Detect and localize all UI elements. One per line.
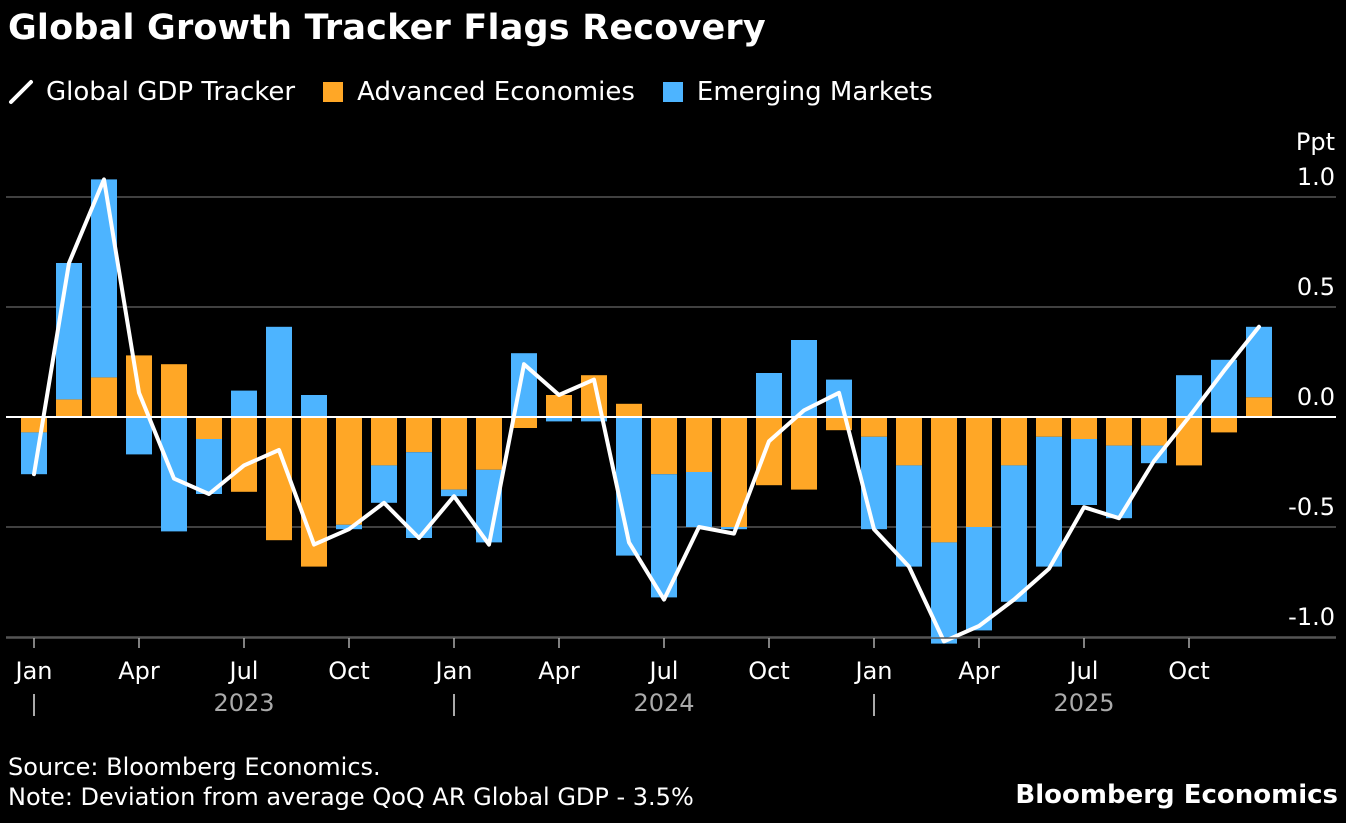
bar-emerging-markets	[1001, 465, 1027, 602]
year-label: 2024	[633, 689, 694, 717]
x-axis: Jan Apr Jul Oct Jan Apr Jul Oct Jan Apr Jul Oct 2023…	[6, 637, 1336, 717]
bar-emerging-markets	[406, 452, 432, 538]
bar-advanced-economies	[931, 417, 957, 543]
x-tick-label: Apr	[958, 657, 1000, 685]
bar-emerging-markets	[581, 417, 607, 422]
bar-emerging-markets	[931, 542, 957, 644]
bar-advanced-economies	[1246, 397, 1272, 417]
bar-emerging-markets	[966, 527, 992, 631]
bar-advanced-economies	[371, 417, 397, 466]
bar-emerging-markets	[231, 390, 257, 417]
bar-emerging-markets	[266, 326, 292, 417]
bar-advanced-economies	[441, 417, 467, 490]
bar-emerging-markets	[126, 417, 152, 455]
x-tick-label: Apr	[118, 657, 160, 685]
bar-emerging-markets	[1106, 445, 1132, 519]
bar-advanced-economies	[966, 417, 992, 527]
x-tick-label: Oct	[1168, 657, 1210, 685]
x-tick-label: Oct	[748, 657, 790, 685]
line-swatch-icon	[9, 80, 33, 104]
brand-logo-text: Bloomberg Economics	[1015, 780, 1338, 810]
bar-advanced-economies	[336, 417, 362, 525]
bar-emerging-markets	[546, 417, 572, 422]
bar-emerging-markets	[1036, 436, 1062, 567]
bar-advanced-economies	[1036, 417, 1062, 437]
bar-advanced-economies	[546, 395, 572, 417]
y-tick-label: -0.5	[1288, 493, 1335, 521]
bar-advanced-economies	[1141, 417, 1167, 446]
bar-advanced-economies	[511, 417, 537, 428]
chart-title: Global Growth Tracker Flags Recovery	[8, 8, 766, 48]
legend: Global GDP Tracker Advanced Economies Em…	[8, 74, 961, 110]
x-tick-label: Jul	[648, 657, 679, 685]
x-tick-label: Jan	[434, 657, 473, 685]
legend-label-global-gdp-tracker: Global GDP Tracker	[46, 77, 296, 107]
bar-advanced-economies	[56, 399, 82, 417]
y-tick-label: 0.5	[1297, 273, 1335, 301]
x-tick-label: Jul	[228, 657, 259, 685]
y-tick-label: 1.0	[1297, 163, 1335, 191]
bar-advanced-economies	[196, 417, 222, 439]
bar-advanced-economies	[1106, 417, 1132, 446]
x-tick-label: Jan	[854, 657, 893, 685]
y-axis-unit-label: Ppt	[1296, 128, 1335, 156]
x-tick-label: Oct	[328, 657, 370, 685]
bar-emerging-markets	[686, 472, 712, 527]
bar-advanced-economies	[1176, 417, 1202, 466]
blue-swatch-icon	[662, 82, 683, 102]
bar-emerging-markets	[896, 465, 922, 567]
year-label: 2023	[213, 689, 274, 717]
bar-advanced-economies	[896, 417, 922, 466]
bar-emerging-markets	[616, 417, 642, 556]
bar-advanced-economies	[616, 403, 642, 417]
bar-emerging-markets	[651, 474, 677, 598]
bar-advanced-economies	[231, 417, 257, 492]
bar-emerging-markets	[301, 395, 327, 417]
x-tick-label: Apr	[538, 657, 580, 685]
bar-emerging-markets	[861, 436, 887, 530]
line-global-gdp-tracker	[32, 177, 1261, 644]
bar-advanced-economies	[686, 417, 712, 472]
legend-item-emerging-markets: Emerging Markets	[662, 77, 933, 107]
bar-advanced-economies	[91, 377, 117, 417]
legend-label-emerging-markets: Emerging Markets	[696, 77, 933, 107]
bar-emerging-markets	[371, 465, 397, 503]
bar-advanced-economies	[861, 417, 887, 437]
bar-advanced-economies	[651, 417, 677, 475]
bar-advanced-economies	[756, 417, 782, 486]
source-note: Source: Bloomberg Economics.	[8, 753, 381, 781]
bar-emerging-markets	[441, 489, 467, 497]
footnote: Note: Deviation from average QoQ AR Glob…	[8, 783, 694, 811]
bar-advanced-economies	[406, 417, 432, 453]
bar-emerging-markets	[756, 373, 782, 417]
bar-advanced-economies	[161, 364, 187, 417]
legend-item-advanced-economies: Advanced Economies	[323, 77, 635, 107]
legend-item-global-gdp-tracker: Global GDP Tracker	[8, 77, 295, 107]
bar-emerging-markets	[1176, 375, 1202, 417]
bar-advanced-economies	[791, 417, 817, 490]
bar-advanced-economies	[476, 417, 502, 470]
tracker-line	[32, 177, 1261, 644]
x-tick-label: Jan	[14, 657, 53, 685]
bar-emerging-markets	[91, 179, 117, 378]
x-tick-label: Jul	[1068, 657, 1099, 685]
bar-advanced-economies	[1001, 417, 1027, 466]
year-label: 2025	[1053, 689, 1114, 717]
y-tick-label: -1.0	[1288, 603, 1335, 631]
y-axis: 1.0 0.5 0.0 -0.5 -1.0 Ppt	[1288, 128, 1335, 631]
bar-advanced-economies	[1071, 417, 1097, 439]
bars	[21, 179, 1272, 644]
orange-swatch-icon	[323, 82, 344, 102]
bar-advanced-economies	[1211, 417, 1237, 433]
legend-label-advanced-economies: Advanced Economies	[357, 77, 635, 107]
y-tick-label: 0.0	[1297, 383, 1335, 411]
bar-emerging-markets	[56, 263, 82, 400]
bar-emerging-markets	[1071, 439, 1097, 505]
